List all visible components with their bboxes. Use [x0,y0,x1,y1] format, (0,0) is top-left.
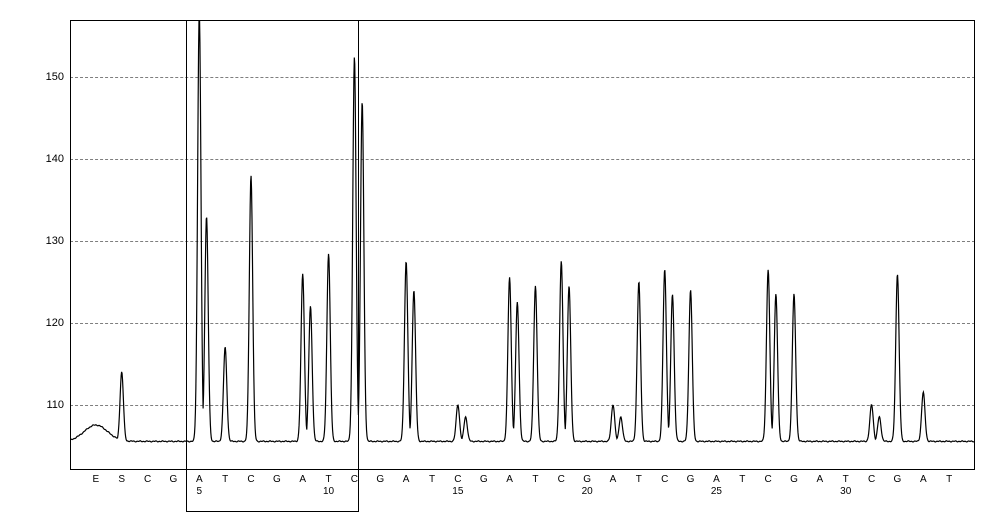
xtick-number: 5 [197,486,203,497]
xtick-letter: G [376,474,384,485]
xtick-letter: C [868,474,875,485]
xtick-letter: C [765,474,772,485]
xtick-letter: C [351,474,358,485]
ytick-label: 120 [28,317,64,329]
xtick-letter: E [93,474,100,485]
chart-canvas: 110 120 130 140 150 E S C G A T C G A T C G A T C G A T C G A T C G A… [0,0,1000,524]
xtick-number: 10 [323,486,334,497]
gridline [70,241,975,242]
plot-frame [70,20,975,470]
xtick-letter: T [843,474,849,485]
xtick-letter: T [429,474,435,485]
xtick-letter: C [454,474,461,485]
xtick-letter: T [946,474,952,485]
xtick-letter: G [790,474,798,485]
xtick-letter: A [196,474,203,485]
xtick-number: 30 [840,486,851,497]
xtick-letter: T [222,474,228,485]
xtick-letter: A [610,474,617,485]
xtick-letter: T [739,474,745,485]
xtick-number: 25 [711,486,722,497]
xtick-letter: A [713,474,720,485]
xtick-number: 15 [452,486,463,497]
xtick-letter: G [480,474,488,485]
xtick-letter: C [144,474,151,485]
xtick-letter: G [273,474,281,485]
xtick-letter: C [661,474,668,485]
gridline [70,405,975,406]
xtick-letter: A [299,474,306,485]
xtick-letter: G [894,474,902,485]
xtick-letter: T [326,474,332,485]
xtick-letter: A [817,474,824,485]
gridline [70,323,975,324]
ytick-label: 140 [28,153,64,165]
xtick-letter: A [506,474,513,485]
xtick-letter: A [920,474,927,485]
gridline [70,159,975,160]
xtick-number: 20 [582,486,593,497]
xtick-letter: A [403,474,410,485]
xtick-letter: G [170,474,178,485]
xtick-letter: T [532,474,538,485]
ytick-label: 130 [28,235,64,247]
xtick-letter: S [118,474,125,485]
xtick-letter: C [558,474,565,485]
gridline [70,77,975,78]
xtick-letter: T [636,474,642,485]
ytick-label: 150 [28,71,64,83]
xtick-letter: G [583,474,591,485]
xtick-letter: C [247,474,254,485]
ytick-label: 110 [28,399,64,411]
xtick-letter: G [687,474,695,485]
